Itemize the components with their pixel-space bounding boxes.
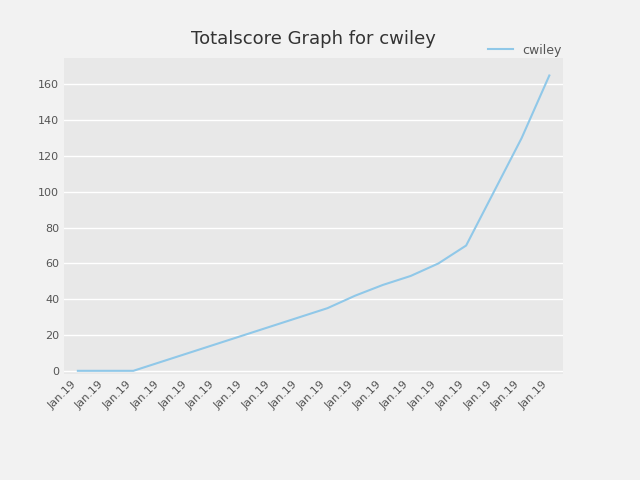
Title: Totalscore Graph for cwiley: Totalscore Graph for cwiley: [191, 30, 436, 48]
cwiley: [157, 359, 165, 365]
Legend: cwiley: cwiley: [483, 38, 567, 61]
Line: cwiley: cwiley: [78, 75, 549, 371]
cwiley: [545, 72, 553, 78]
cwiley: [74, 368, 82, 374]
cwiley: [435, 261, 442, 266]
cwiley: [129, 368, 137, 374]
cwiley: [212, 341, 220, 347]
cwiley: [102, 368, 109, 374]
cwiley: [185, 350, 193, 356]
cwiley: [241, 332, 248, 338]
cwiley: [518, 135, 525, 141]
cwiley: [268, 323, 276, 329]
cwiley: [351, 293, 359, 299]
cwiley: [379, 282, 387, 288]
cwiley: [490, 189, 498, 195]
cwiley: [324, 305, 332, 311]
cwiley: [407, 273, 415, 279]
cwiley: [296, 314, 303, 320]
cwiley: [462, 243, 470, 249]
